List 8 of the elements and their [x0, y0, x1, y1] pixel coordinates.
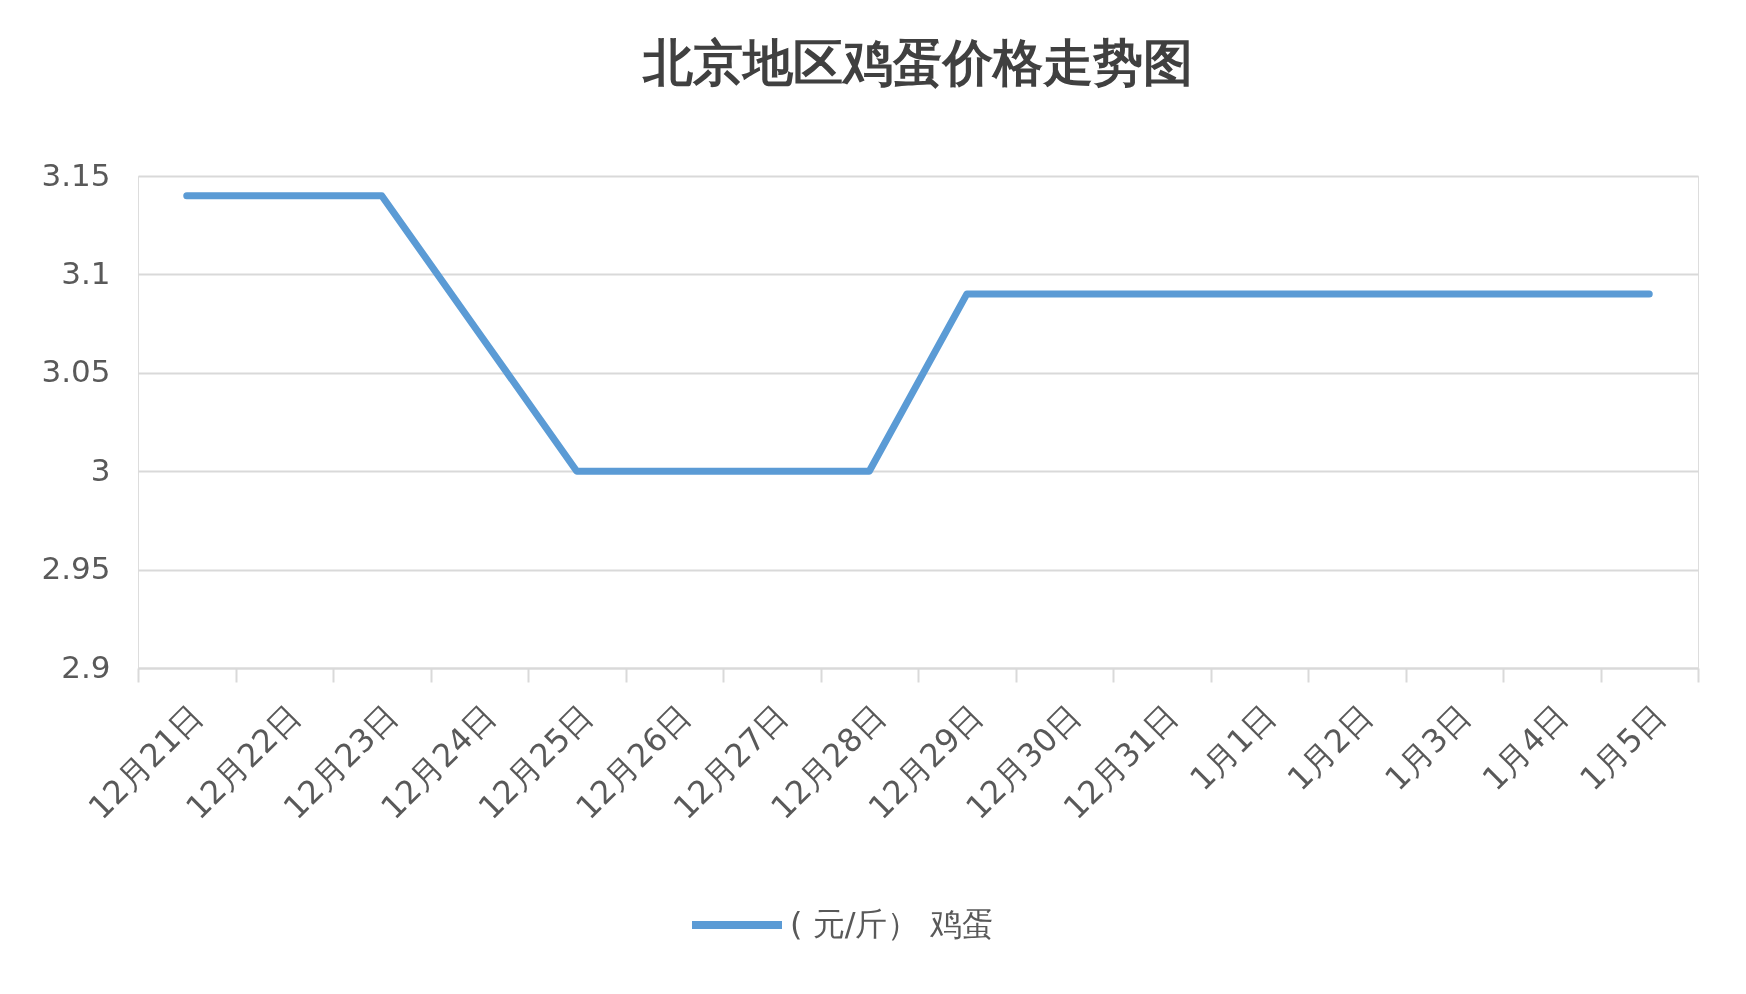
y-tick-label: 2.9	[61, 648, 111, 685]
y-tick-label: 2.95	[41, 550, 111, 587]
chart-title: 北京地区鸡蛋价格走势图	[642, 33, 1193, 92]
y-tick-label: 3	[90, 451, 111, 488]
y-tick-label: 3.05	[41, 353, 111, 390]
y-tick-label: 3.1	[61, 254, 111, 291]
legend-label: ( 元/斤） 鸡蛋	[790, 905, 994, 943]
y-tick-label: 3.15	[41, 156, 111, 193]
